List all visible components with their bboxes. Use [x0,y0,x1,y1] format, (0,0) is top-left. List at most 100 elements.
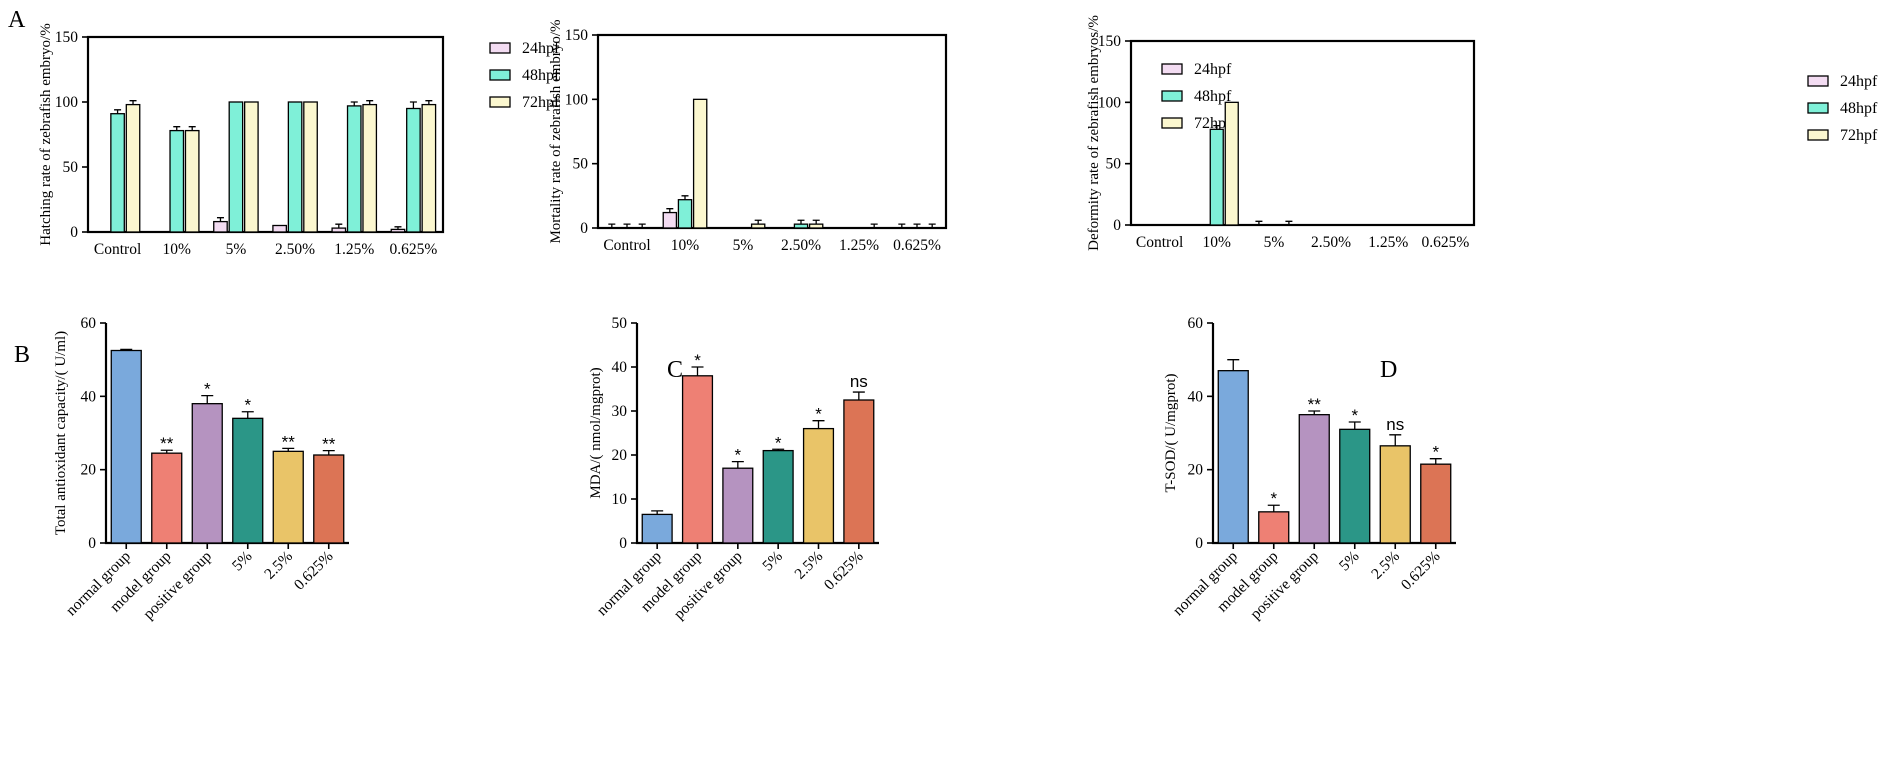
deformity-y-tick-label: 100 [1098,94,1122,111]
hatching-x-tick-label: 5% [226,241,247,258]
tsod-bar [1339,428,1371,544]
tsod-bar [1379,445,1411,544]
deformity-x-tick-label: Control [1136,234,1183,251]
deformity-bar-72hpf [1224,101,1239,226]
mortality-x-tick-label: 2.50% [781,237,821,254]
mortality-error-bar [797,219,805,225]
mda-y-tick-label: 0 [619,535,627,552]
mortality-x-tick-label: 0.625% [893,237,941,254]
tac-error-bar [241,411,254,419]
mortality-legend-swatch-48hpf [1161,90,1183,102]
mortality-bar-48hpf [793,223,809,229]
tac-y-axis-label: Total antioxidant capacity/( U/ml) [53,331,69,535]
tsod-y-tick-label: 40 [1188,388,1204,405]
tsod-x-tick-label: 2.5% [1368,548,1403,583]
tac-error-bar [160,449,173,454]
mortality-y-tick-label: 150 [565,27,589,44]
mortality-x-tick-label: 5% [733,237,754,254]
hatching-error-bar [188,126,196,131]
tsod-axes [1211,323,1456,545]
mda-significance-label: * [815,405,822,424]
tac-error-bar [282,447,295,452]
mortality-x-tick-label: 10% [671,237,700,254]
mortality-legend-swatch-72hpf [1161,117,1183,129]
mda-bar [843,399,875,544]
mortality-error-bar [913,223,921,228]
tsod-error-bar [1267,504,1280,512]
tac-x-tick-label: 0.625% [291,548,337,594]
hatching-x-tick-label: 2.50% [275,241,315,258]
hatching-bar-48hpf [228,101,244,233]
mda-error-bar [812,420,825,429]
deformity-plot-frame [1129,39,1476,227]
tac-x-tick-label: 2.5% [261,548,296,583]
deformity-legend-label-72hpf: 72hpf [1840,127,1878,144]
mortality-error-bar [812,219,820,225]
hatching-bar-24hpf [272,224,288,233]
deformity-y-tick-label: 0 [1113,217,1121,234]
tsod-bar [1298,414,1330,544]
mda-y-tick-label: 50 [612,315,628,332]
deformity-error-bar [1255,220,1263,225]
deformity-x-tick-label: 2.50% [1311,234,1351,251]
mortality-bar-72hpf [750,223,766,229]
tsod-significance-label: * [1432,443,1439,462]
hatching-bar-72hpf [125,103,141,233]
hatching-bar-48hpf [169,129,185,233]
deformity-legend-swatch-48hpf [1807,102,1829,114]
hatching-legend-swatch-24hpf [489,42,511,54]
tac-bar [110,349,142,544]
mortality-error-bar [681,195,689,200]
mda-significance-label: * [735,446,742,465]
mortality-error-bar [870,223,878,228]
tsod-error-bar [1348,421,1361,430]
tsod-y-tick-label: 60 [1188,315,1204,332]
mda-axes [635,323,879,545]
mortality-plot-frame [596,33,948,230]
mortality-y-tick-label: 50 [573,156,589,173]
mda-significance-label: ns [850,372,868,391]
mda-error-bar [691,366,704,376]
tac-x-tick-label: 5% [229,548,256,575]
tac-error-bar [201,394,214,404]
mda-x-tick-label: 2.5% [791,548,826,583]
mortality-bar-72hpf [692,98,708,229]
mda-error-bar [772,448,785,451]
mda-bar [722,467,754,544]
tsod-significance-label: * [1351,406,1358,425]
hatching-bar-48hpf [406,107,421,233]
hatching-bar-48hpf [287,101,303,233]
mortality-legend-label-24hpf: 24hpf [1194,61,1232,78]
total-antioxidant-capacity-chart: 0 20 40 60 Total antioxidant capacity/( U/ml… [53,315,349,623]
tsod-bar [1258,511,1290,544]
mortality-error-bar [754,219,762,225]
tac-y-tick-label: 0 [88,535,96,552]
deformity-y-tick-label: 50 [1106,156,1122,173]
mda-bar [762,449,794,544]
hatching-plot-frame [86,35,445,234]
hatching-error-bar [425,100,433,105]
tac-significance-label: * [204,380,211,399]
hatching-bar-72hpf [421,103,437,233]
hatching-error-bar [335,223,343,229]
hatching-legend-label-24hpf: 24hpf [522,40,560,57]
tac-bar [313,454,345,544]
tsod-significance-label: * [1270,489,1277,508]
hatching-y-tick-label: 0 [70,224,78,241]
tac-bar [151,452,183,544]
mortality-error-bar [608,223,616,228]
hatching-bar-24hpf [213,220,228,233]
mortality-x-tick-label: 1.25% [839,237,879,254]
hatching-bar-72hpf [303,101,318,233]
tsod-y-tick-label: 0 [1195,535,1203,552]
tsod-x-tick-label: 0.625% [1398,548,1444,594]
tac-y-tick-label: 60 [81,315,97,332]
hatching-error-bar [216,217,224,222]
mortality-x-tick-label: Control [603,237,650,254]
mda-y-axis-label: MDA/( nmol/mgprot) [588,367,604,498]
deformity-x-tick-label: 0.625% [1422,234,1470,251]
